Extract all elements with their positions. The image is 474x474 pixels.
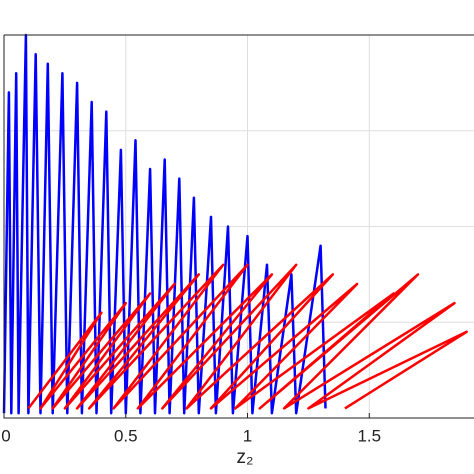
x-tick-label: 1.5 bbox=[357, 426, 381, 445]
data-line bbox=[27, 263, 468, 410]
x-tick-label: 0 bbox=[1, 426, 10, 445]
axis-frame bbox=[3, 34, 474, 419]
x-tick-label: 1 bbox=[243, 426, 252, 445]
x-axis-label: z₂ bbox=[237, 447, 254, 468]
x-tick-label: 0.5 bbox=[114, 426, 138, 445]
data-line bbox=[2, 33, 327, 415]
